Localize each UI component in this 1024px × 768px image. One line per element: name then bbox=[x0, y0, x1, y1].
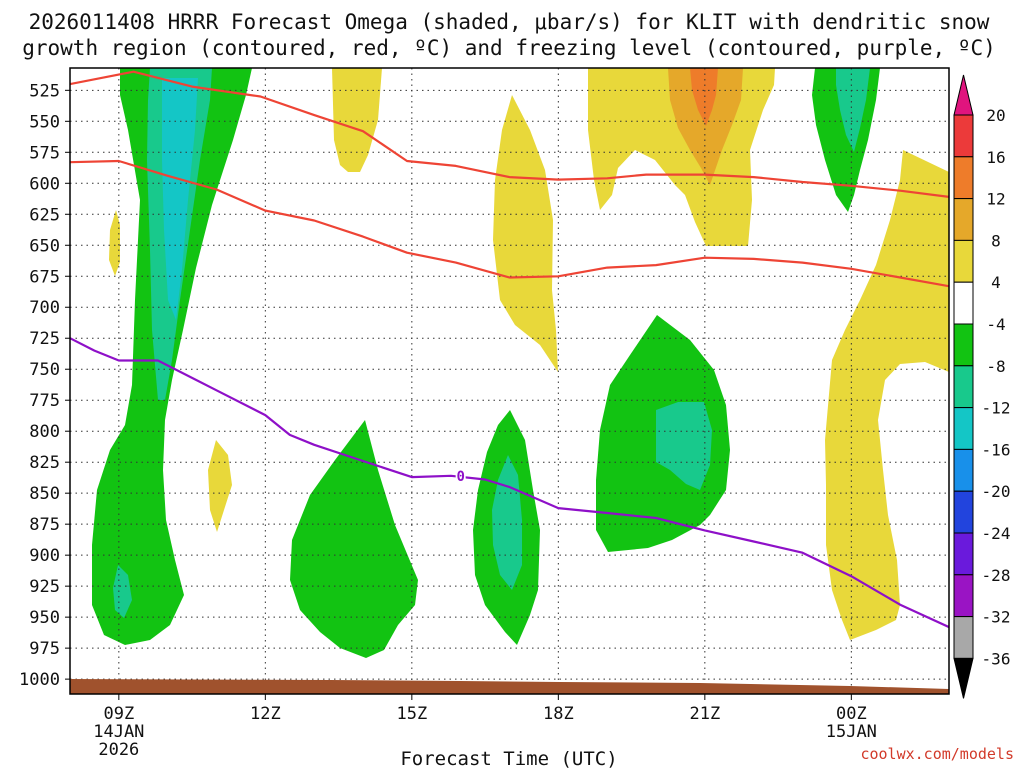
colorbar-swatch bbox=[953, 532, 974, 576]
chart-title-line2: growth region (contoured, red, ºC) and f… bbox=[22, 36, 996, 60]
y-tick-label: 750 bbox=[29, 360, 60, 380]
freezing-level-contour bbox=[70, 337, 949, 629]
temperature-contours: 0 bbox=[70, 70, 949, 629]
credit-text: coolwx.com/models bbox=[860, 745, 1014, 763]
ground-terrain bbox=[70, 679, 949, 694]
y-tick-label: 875 bbox=[29, 515, 60, 535]
y-tick-label: 600 bbox=[29, 174, 60, 194]
colorbar-label: 16 bbox=[986, 148, 1005, 167]
omega-shade-region bbox=[690, 68, 718, 126]
omega-shade-region bbox=[208, 440, 232, 532]
colorbar-label: 4 bbox=[991, 273, 1001, 292]
colorbar-label: -24 bbox=[982, 524, 1011, 543]
y-tick-label: 700 bbox=[29, 298, 60, 318]
y-tick-label: 675 bbox=[29, 267, 60, 287]
colorbar-label: -36 bbox=[982, 649, 1011, 668]
y-tick-label: 525 bbox=[29, 81, 60, 101]
x-tick-label: 12Z bbox=[250, 704, 281, 724]
colorbar-label: 12 bbox=[986, 190, 1005, 209]
colorbar-swatch bbox=[953, 490, 974, 534]
colorbar-over-triangle bbox=[953, 74, 974, 116]
y-tick-label: 775 bbox=[29, 391, 60, 411]
colorbar-label: -20 bbox=[982, 482, 1011, 501]
x-tick-label: 2026 bbox=[98, 740, 139, 760]
pressure-gridlines bbox=[70, 89, 949, 680]
y-tick-label: 975 bbox=[29, 639, 60, 659]
colorbar-label: -16 bbox=[982, 440, 1011, 459]
omega-shade-region bbox=[332, 68, 382, 172]
omega-shade-region bbox=[836, 68, 870, 152]
freezing-level-contour-label: 0 bbox=[456, 469, 464, 485]
colorbar-swatch bbox=[953, 448, 974, 492]
plot-frame bbox=[69, 67, 950, 695]
y-tick-label: 650 bbox=[29, 236, 60, 256]
y-tick-label: 850 bbox=[29, 484, 60, 504]
colorbar-label: -12 bbox=[982, 399, 1011, 418]
omega-shading bbox=[92, 68, 949, 658]
omega-shade-region bbox=[493, 95, 558, 372]
contour-label-bg bbox=[455, 468, 466, 484]
omega-shade-region bbox=[109, 210, 120, 276]
colorbar-swatch bbox=[953, 114, 974, 158]
dgz-upper-contour bbox=[70, 70, 949, 198]
y-tick-label: 925 bbox=[29, 577, 60, 597]
omega-shade-region bbox=[668, 68, 743, 185]
y-tick-label: 725 bbox=[29, 329, 60, 349]
x-tick-label: 00Z bbox=[836, 704, 867, 724]
omega-shade-region bbox=[290, 420, 418, 658]
colorbar-swatch bbox=[953, 407, 974, 450]
omega-shade-region bbox=[113, 565, 132, 618]
colorbar-label: 20 bbox=[986, 106, 1005, 125]
colorbar-label: 8 bbox=[991, 231, 1001, 250]
y-tick-label: 800 bbox=[29, 422, 60, 442]
y-tick-label: 900 bbox=[29, 546, 60, 566]
dgz-lower-contour bbox=[70, 159, 949, 288]
colorbar-swatch bbox=[953, 365, 974, 409]
colorbar-swatch bbox=[953, 574, 974, 618]
x-tick-label: 18Z bbox=[543, 704, 574, 724]
colorbar-under-triangle bbox=[953, 657, 974, 699]
omega-shade-region bbox=[162, 78, 198, 320]
colorbar-swatch bbox=[953, 323, 974, 367]
colorbar-label: -32 bbox=[982, 608, 1011, 627]
colorbar: 20 16 12 8 4 -4 -8 -12 -16 -20 -24 -28 -32 -36 bbox=[953, 74, 1011, 699]
x-tick-label: 14JAN bbox=[93, 722, 144, 742]
omega-shade-region bbox=[656, 402, 712, 490]
x-tick-label: 09Z bbox=[103, 704, 134, 724]
colorbar-swatch bbox=[953, 281, 974, 325]
y-axis-pressure: 525 550 575 600 625 650 675 700 725 750 775 800 825 8… bbox=[19, 81, 70, 690]
x-tick-label: 15JAN bbox=[826, 722, 877, 742]
x-axis-label: Forecast Time (UTC) bbox=[400, 748, 617, 768]
colorbar-label: -28 bbox=[982, 566, 1011, 585]
colorbar-label: -8 bbox=[986, 357, 1005, 376]
colorbar-swatch bbox=[953, 156, 974, 200]
plot-area: 0 bbox=[69, 67, 950, 695]
y-tick-label: 550 bbox=[29, 112, 60, 132]
omega-shade-region bbox=[825, 150, 949, 640]
y-tick-label: 950 bbox=[29, 608, 60, 628]
colorbar-swatch bbox=[953, 239, 974, 283]
colorbar-swatch bbox=[953, 198, 974, 241]
y-tick-label: 625 bbox=[29, 205, 60, 225]
x-tick-label: 15Z bbox=[396, 704, 427, 724]
y-tick-label: 825 bbox=[29, 453, 60, 473]
colorbar-swatch bbox=[953, 616, 974, 659]
colorbar-label: -4 bbox=[986, 315, 1005, 334]
y-tick-label: 1000 bbox=[19, 670, 60, 690]
chart-title-line1: 2026011408 HRRR Forecast Omega (shaded, … bbox=[29, 10, 990, 34]
y-tick-label: 575 bbox=[29, 143, 60, 163]
x-tick-label: 21Z bbox=[689, 704, 720, 724]
